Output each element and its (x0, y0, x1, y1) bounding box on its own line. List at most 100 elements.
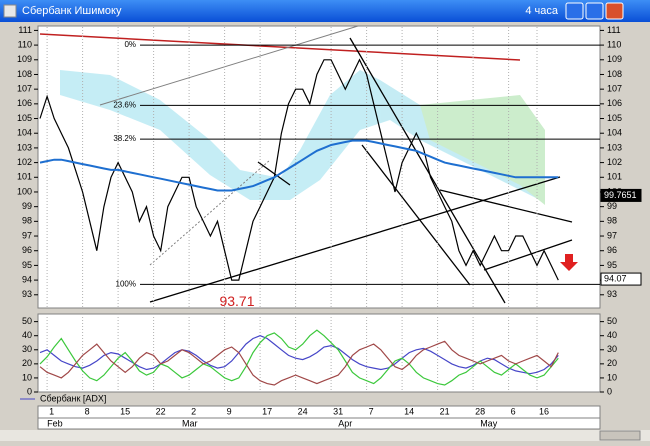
y-tick-label: 101 (607, 172, 622, 182)
y-tick-label: 106 (17, 98, 32, 108)
window-title: Сбербанк Ишимоку (22, 5, 122, 17)
series-line (39, 139, 559, 192)
y-tick-label: 95 (607, 260, 617, 270)
y-tick-label: 103 (607, 142, 622, 152)
timeframe: 4 часа (525, 5, 559, 17)
fib-label: 38.2% (113, 134, 136, 143)
x-tick-label: 17 (262, 406, 272, 416)
y-tick-label: 50 (607, 316, 617, 326)
low-label: 93.71 (219, 293, 254, 309)
x-tick-label: 2 (191, 406, 196, 416)
cloud-area (60, 70, 540, 200)
trend-line (149, 176, 561, 303)
x-tick-label: 15 (120, 406, 130, 416)
fib-label: 0% (124, 40, 136, 49)
y-tick-label: 109 (607, 54, 622, 64)
adx-panel (37, 313, 601, 393)
x-tick-label: 14 (404, 406, 414, 416)
x-tick-label: 8 (85, 406, 90, 416)
y-tick-label: 96 (22, 245, 32, 255)
x-tick-label: 16 (539, 406, 549, 416)
y-tick-label: 102 (17, 157, 32, 167)
y-tick-label: 40 (22, 330, 32, 340)
y-tick-label: 111 (607, 25, 621, 35)
y-tick-label: 105 (17, 113, 32, 123)
trend-line (439, 189, 573, 223)
y-tick-label: 110 (18, 39, 32, 49)
y-tick-label: 96 (607, 245, 617, 255)
trend-line (361, 144, 471, 286)
y-tick-label: 99 (22, 201, 32, 211)
month-label: Apr (338, 418, 352, 428)
price-tag-label: 99.7651 (604, 190, 637, 200)
y-tick-label: 95 (22, 260, 32, 270)
close-button[interactable] (605, 2, 624, 20)
x-tick-label: 28 (475, 406, 485, 416)
y-tick-label: 20 (22, 358, 32, 368)
x-tick-label: 24 (298, 406, 308, 416)
x-tick-label: 9 (227, 406, 232, 416)
y-tick-label: 30 (22, 344, 32, 354)
y-tick-label: 105 (607, 113, 622, 123)
scrollbar[interactable] (0, 430, 650, 441)
y-tick-label: 40 (607, 330, 617, 340)
y-tick-label: 94 (22, 274, 32, 284)
trend-line (349, 37, 506, 304)
y-tick-label: 107 (607, 84, 622, 94)
x-tick-label: 31 (333, 406, 343, 416)
fib-label: 100% (116, 279, 136, 288)
x-tick-label: 7 (369, 406, 374, 416)
month-label: Mar (182, 418, 198, 428)
price-tag-label: 94.07 (604, 273, 627, 283)
y-tick-label: 10 (22, 372, 32, 382)
y-tick-label: 101 (17, 172, 32, 182)
y-tick-label: 97 (607, 230, 617, 240)
title-bar (0, 0, 650, 22)
y-tick-label: 100 (17, 186, 32, 196)
y-tick-label: 110 (607, 39, 621, 49)
y-tick-label: 111 (18, 25, 32, 35)
trend-line (149, 159, 271, 266)
series-line (39, 329, 559, 386)
y-tick-label: 0 (27, 386, 32, 396)
scrollbar-thumb[interactable] (599, 430, 641, 441)
y-tick-label: 93 (607, 289, 617, 299)
app-icon (3, 4, 17, 18)
y-tick-label: 0 (607, 386, 612, 396)
y-tick-label: 103 (17, 142, 32, 152)
price-tag (600, 272, 642, 286)
maximize-button[interactable] (585, 2, 604, 20)
y-tick-label: 106 (607, 98, 622, 108)
y-tick-label: 30 (607, 344, 617, 354)
series-line (39, 340, 559, 386)
trend-line (257, 161, 291, 186)
y-tick-label: 98 (22, 216, 32, 226)
y-tick-label: 109 (17, 54, 32, 64)
x-tick-label: 1 (49, 406, 54, 416)
trend-line (39, 33, 521, 61)
y-tick-label: 104 (17, 128, 32, 138)
y-tick-label: 50 (22, 316, 32, 326)
fib-label: 23.6% (113, 100, 136, 109)
x-tick-label: 6 (511, 406, 516, 416)
y-tick-label: 10 (607, 372, 617, 382)
price-panel (37, 25, 601, 309)
trend-line (99, 25, 359, 106)
y-tick-label: 102 (607, 157, 622, 167)
x-tick-label: 22 (156, 406, 166, 416)
y-tick-label: 108 (17, 69, 32, 79)
legend-label: Сбербанк [ADX] (40, 393, 106, 403)
trend-line (483, 239, 573, 271)
month-label: May (480, 418, 498, 428)
y-tick-label: 108 (607, 69, 622, 79)
month-label: Feb (47, 418, 63, 428)
down-arrow (560, 254, 578, 271)
x-tick-label: 21 (440, 406, 450, 416)
series-line (39, 58, 559, 281)
y-tick-label: 98 (607, 216, 617, 226)
y-tick-label: 97 (22, 230, 32, 240)
minimize-button[interactable] (565, 2, 584, 20)
y-tick-label: 107 (17, 84, 32, 94)
